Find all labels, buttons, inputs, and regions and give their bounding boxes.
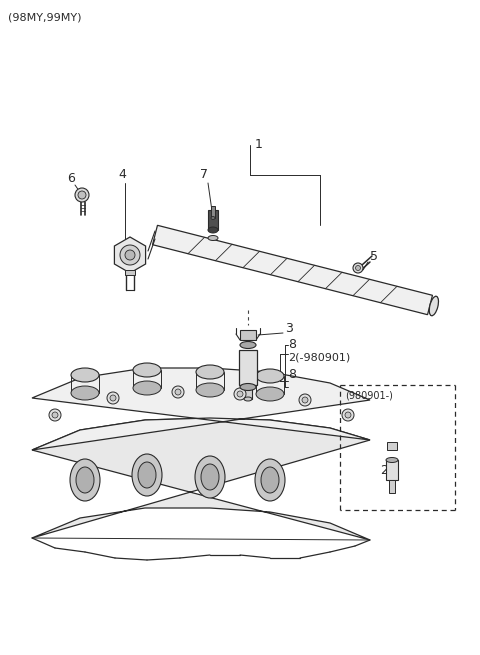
- Ellipse shape: [208, 227, 218, 233]
- Polygon shape: [32, 418, 370, 540]
- Text: 8: 8: [288, 339, 296, 352]
- Polygon shape: [153, 225, 432, 314]
- Circle shape: [353, 263, 363, 273]
- Ellipse shape: [240, 383, 256, 390]
- Ellipse shape: [256, 387, 284, 401]
- Ellipse shape: [133, 381, 161, 395]
- Ellipse shape: [429, 296, 438, 316]
- Text: 4: 4: [118, 168, 126, 181]
- Circle shape: [75, 188, 89, 202]
- Bar: [240, 330, 256, 340]
- Ellipse shape: [70, 459, 100, 501]
- Text: 6: 6: [67, 172, 75, 185]
- Circle shape: [175, 389, 181, 395]
- Circle shape: [299, 394, 311, 406]
- Bar: [208, 210, 218, 230]
- Ellipse shape: [71, 368, 99, 382]
- Ellipse shape: [132, 454, 162, 496]
- Circle shape: [345, 412, 351, 418]
- Ellipse shape: [255, 459, 285, 501]
- Ellipse shape: [196, 383, 224, 397]
- Ellipse shape: [208, 236, 218, 240]
- Circle shape: [78, 191, 86, 199]
- Circle shape: [234, 388, 246, 400]
- Ellipse shape: [196, 365, 224, 379]
- Bar: [389, 480, 395, 493]
- Ellipse shape: [261, 467, 279, 493]
- Circle shape: [172, 386, 184, 398]
- Text: 1: 1: [255, 138, 263, 151]
- Text: 2(-980901): 2(-980901): [288, 353, 350, 363]
- Text: 8: 8: [288, 369, 296, 381]
- Ellipse shape: [201, 464, 219, 490]
- Text: 7: 7: [200, 168, 208, 181]
- Circle shape: [125, 250, 135, 260]
- Circle shape: [52, 412, 58, 418]
- Ellipse shape: [386, 457, 398, 462]
- Ellipse shape: [71, 386, 99, 400]
- Text: 5: 5: [370, 250, 378, 263]
- Ellipse shape: [195, 456, 225, 498]
- Bar: [239, 350, 257, 385]
- Ellipse shape: [240, 341, 256, 348]
- Bar: [244, 385, 252, 399]
- Ellipse shape: [76, 467, 94, 493]
- Circle shape: [237, 391, 243, 397]
- Text: (980901-): (980901-): [345, 390, 393, 400]
- Text: 2: 2: [380, 464, 388, 476]
- Text: (98MY,99MY): (98MY,99MY): [8, 12, 82, 22]
- Circle shape: [342, 409, 354, 421]
- Ellipse shape: [133, 363, 161, 377]
- Text: 3: 3: [285, 322, 293, 335]
- Polygon shape: [32, 368, 370, 450]
- Circle shape: [49, 409, 61, 421]
- Bar: [125, 270, 135, 275]
- Ellipse shape: [138, 462, 156, 488]
- Circle shape: [110, 395, 116, 401]
- Circle shape: [302, 397, 308, 403]
- Bar: [386, 460, 398, 480]
- Circle shape: [107, 392, 119, 404]
- Bar: [211, 206, 215, 218]
- Bar: [387, 442, 397, 450]
- Circle shape: [120, 245, 140, 265]
- Ellipse shape: [244, 397, 252, 401]
- Ellipse shape: [256, 369, 284, 383]
- Circle shape: [356, 265, 360, 271]
- Polygon shape: [114, 237, 145, 273]
- Ellipse shape: [211, 217, 215, 219]
